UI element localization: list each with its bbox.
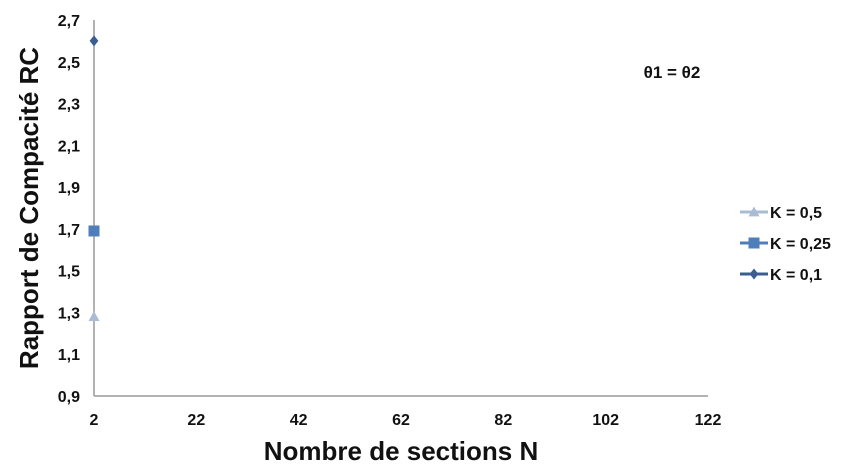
x-axis-title: Nombre de sections N (264, 436, 539, 466)
y-tick-label: 2,7 (58, 13, 80, 30)
y-tick-label: 1,5 (58, 264, 80, 281)
y-tick-label: 1,9 (58, 180, 80, 197)
data-points (88, 35, 100, 322)
x-tick-label: 102 (592, 412, 619, 429)
x-tick-labels: 2 22 42 62 82 102 122 (90, 412, 722, 429)
legend-label: K = 0,5 (770, 205, 822, 222)
legend-label: K = 0,25 (770, 236, 831, 253)
legend-marker (749, 268, 759, 280)
legend-item: K = 0,25 (740, 236, 831, 253)
chart-annotation: θ1 = θ2 (644, 63, 701, 82)
legend-marker (748, 237, 760, 249)
legend: K = 0,5 K = 0,25 K = 0,1 (740, 205, 831, 284)
y-tick-label: 1,3 (58, 305, 80, 322)
data-point (89, 35, 99, 47)
y-tick-label: 2,3 (58, 97, 80, 114)
x-tick-label: 62 (392, 412, 410, 429)
y-tick-label: 0,9 (58, 389, 80, 406)
legend-item: K = 0,1 (740, 267, 822, 284)
y-tick-label: 2,1 (58, 138, 80, 155)
x-tick-label: 42 (290, 412, 308, 429)
legend-label: K = 0,1 (770, 267, 822, 284)
legend-marker (748, 206, 760, 217)
x-tick-label: 2 (90, 412, 99, 429)
y-axis-title: Rapport de Compacité RC (14, 47, 44, 369)
x-tick-label: 22 (187, 412, 205, 429)
legend-item: K = 0,5 (740, 205, 822, 222)
y-tick-labels: 0,9 1,1 1,3 1,5 1,7 1,9 2,1 2,3 2,5 2,7 (58, 13, 80, 406)
data-point (88, 225, 100, 237)
x-tick-label: 122 (695, 412, 722, 429)
y-tick-label: 1,7 (58, 222, 80, 239)
data-point (88, 311, 100, 322)
y-tick-label: 2,5 (58, 55, 80, 72)
y-tick-label: 1,1 (58, 347, 80, 364)
x-tick-label: 82 (494, 412, 512, 429)
